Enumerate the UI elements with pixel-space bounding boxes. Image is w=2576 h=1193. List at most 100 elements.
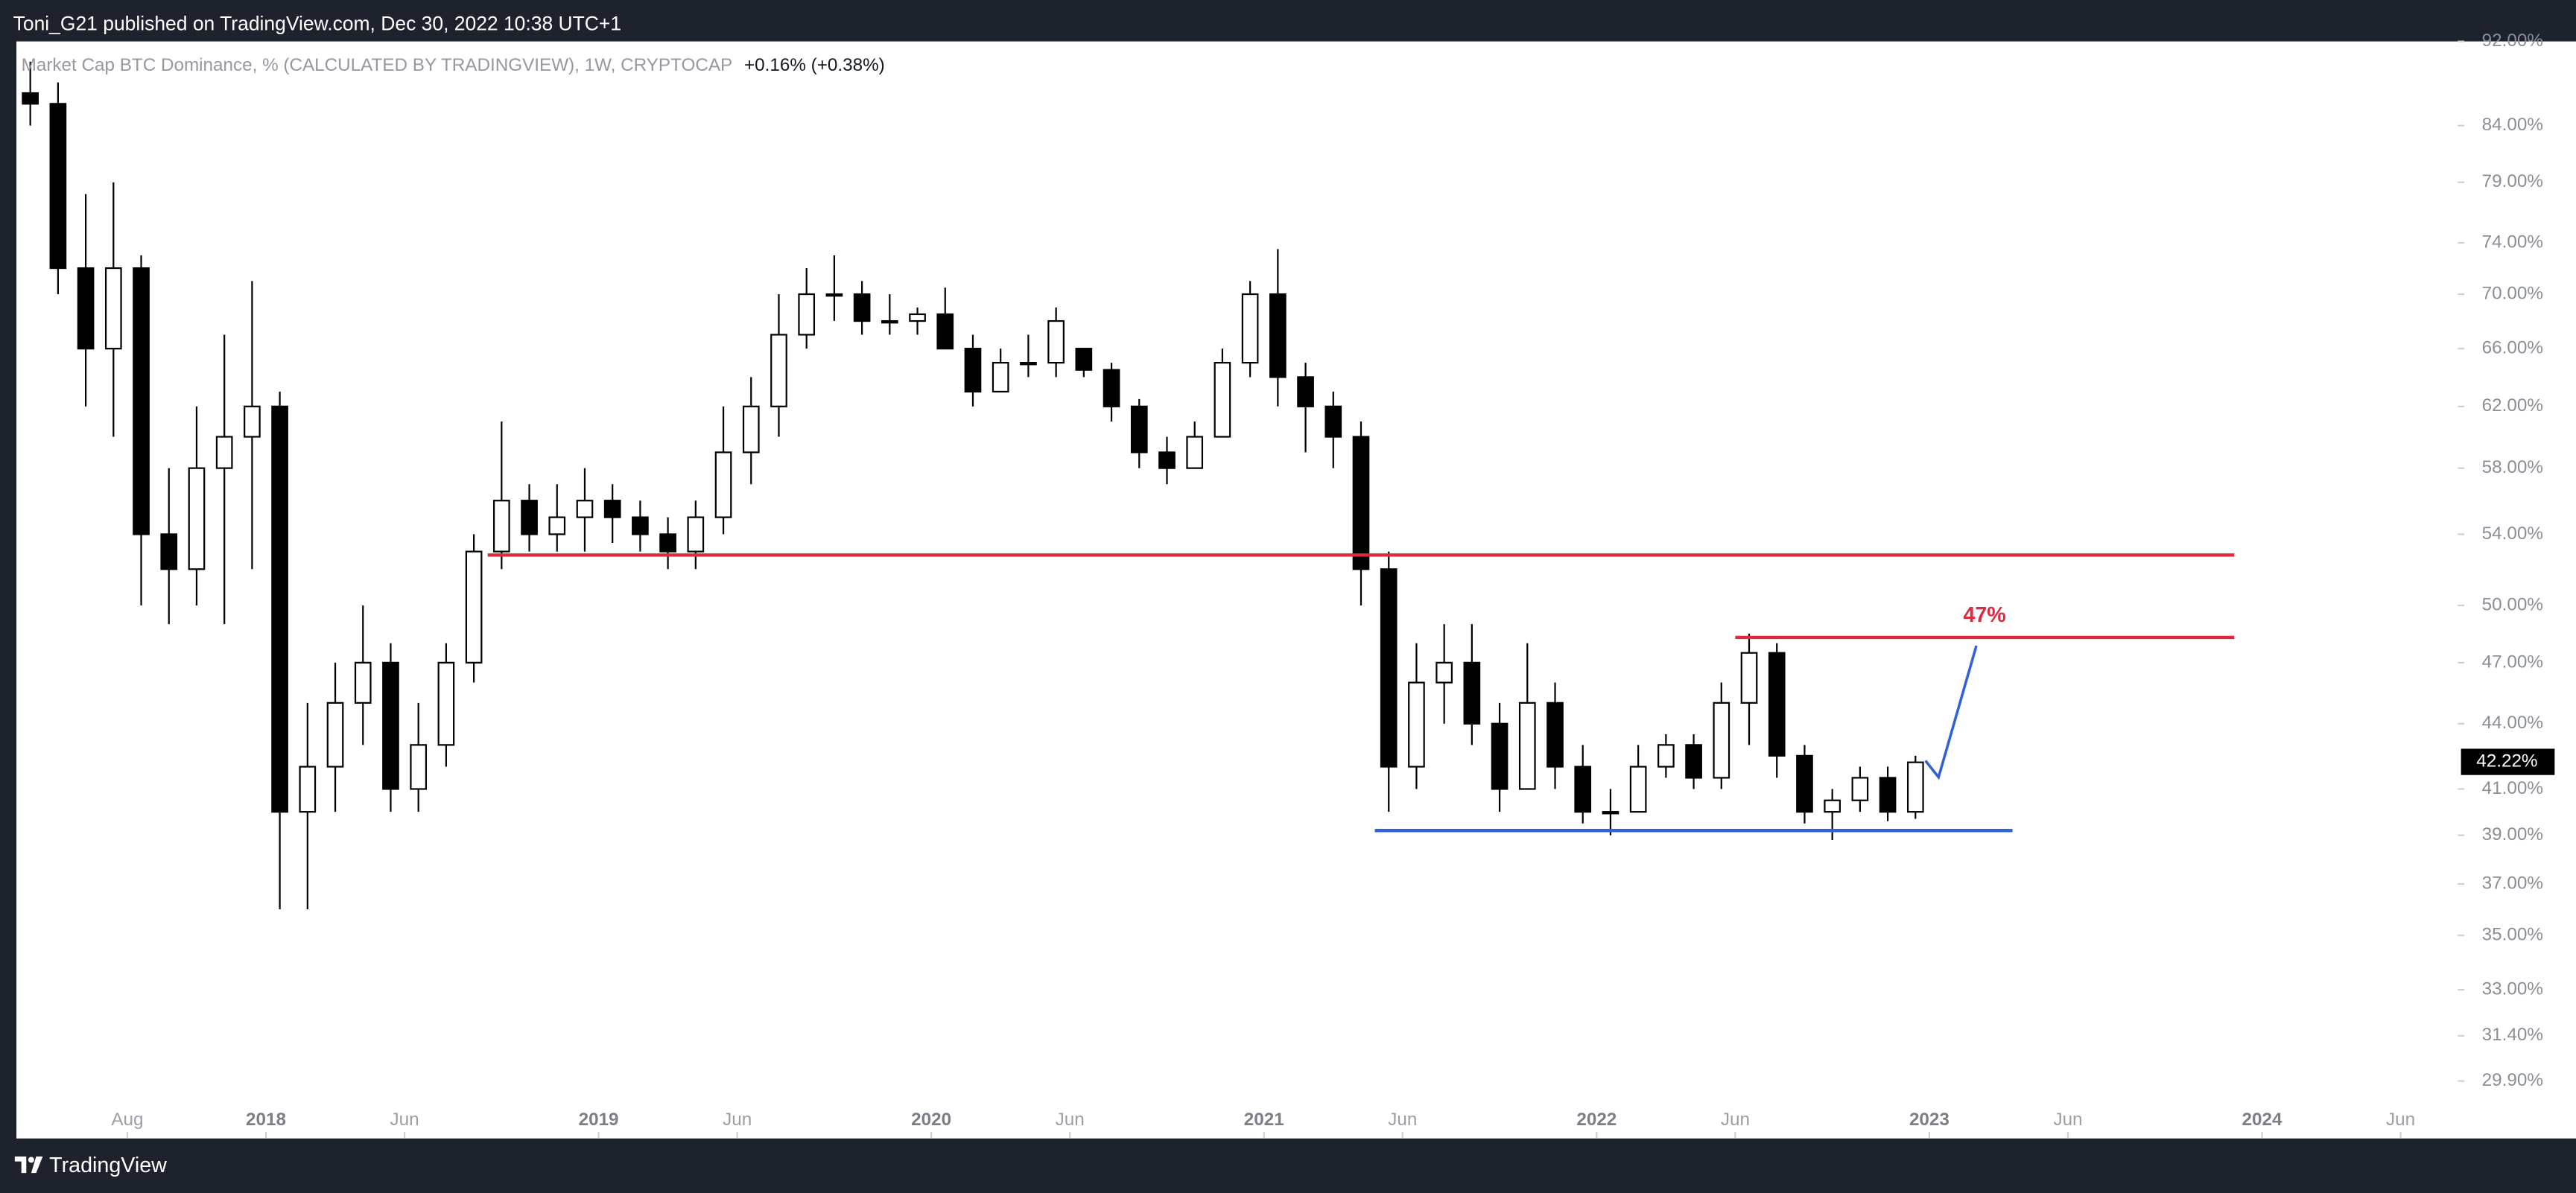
candle-body bbox=[1075, 348, 1093, 371]
candle-body bbox=[936, 313, 954, 350]
last-price-box bbox=[2461, 748, 2555, 775]
y-tick-label: 84.00% bbox=[2482, 115, 2543, 135]
y-tick-label: 35.00% bbox=[2482, 924, 2543, 944]
candle-body bbox=[326, 702, 344, 768]
candle-body bbox=[1602, 811, 1619, 815]
x-tick-label: Jun bbox=[2386, 1110, 2415, 1130]
candle-body bbox=[1158, 451, 1176, 469]
x-tick-label: 2018 bbox=[246, 1110, 286, 1130]
x-tick-label: Jun bbox=[1721, 1110, 1750, 1130]
candle-body bbox=[1241, 293, 1259, 364]
candle-body bbox=[964, 348, 982, 393]
x-tick-label: 2020 bbox=[911, 1110, 951, 1130]
y-tick-label: 31.40% bbox=[2482, 1025, 2543, 1045]
candle-body bbox=[1130, 405, 1148, 454]
x-tick-label: 2019 bbox=[579, 1110, 619, 1130]
candle-body bbox=[1574, 766, 1592, 813]
candle-body bbox=[244, 405, 261, 438]
candle-body bbox=[1463, 661, 1481, 725]
candle-body bbox=[853, 293, 871, 322]
x-tick-label: Jun bbox=[2053, 1110, 2082, 1130]
candle-body bbox=[1657, 744, 1675, 768]
candle-body bbox=[1269, 293, 1287, 378]
candle-body bbox=[1740, 652, 1758, 704]
y-tick-label: 37.00% bbox=[2482, 873, 2543, 893]
candle-body bbox=[1713, 702, 1730, 779]
projection-path bbox=[1924, 645, 1978, 780]
y-tick-label: 50.00% bbox=[2482, 594, 2543, 614]
candle-body bbox=[1103, 369, 1120, 407]
y-tick-label: 58.00% bbox=[2482, 457, 2543, 477]
candle-body bbox=[133, 267, 150, 535]
y-tick-label: 44.00% bbox=[2482, 713, 2543, 733]
candle-body bbox=[437, 661, 455, 746]
candle-body bbox=[492, 500, 510, 553]
candle-body bbox=[104, 267, 122, 350]
candle-body bbox=[1297, 376, 1314, 407]
candle-body bbox=[1629, 766, 1647, 813]
candle-body bbox=[1020, 362, 1037, 366]
y-tick-label: 41.00% bbox=[2482, 778, 2543, 798]
candle-body bbox=[521, 500, 538, 535]
x-tick-label: 2023 bbox=[1909, 1110, 1950, 1130]
candle-body bbox=[1768, 652, 1786, 757]
candle-body bbox=[1518, 702, 1536, 790]
candle-body bbox=[1685, 744, 1702, 779]
candle-body bbox=[576, 500, 594, 518]
x-tick-label: 2021 bbox=[1244, 1110, 1284, 1130]
candle-body bbox=[1824, 799, 1841, 813]
candle-body bbox=[1491, 722, 1509, 790]
x-tick-label: Jun bbox=[1388, 1110, 1417, 1130]
candle-body bbox=[1380, 568, 1398, 768]
candle-body bbox=[410, 744, 428, 790]
candle-body bbox=[1352, 436, 1370, 570]
x-tick-label: Jun bbox=[1056, 1110, 1085, 1130]
x-tick-label: Aug bbox=[111, 1110, 143, 1130]
candle-body bbox=[603, 500, 621, 518]
legend-symbol: Market Cap BTC Dominance, % (CALCULATED … bbox=[22, 55, 733, 75]
y-tick-label: 74.00% bbox=[2482, 232, 2543, 252]
candle-body bbox=[1047, 319, 1065, 364]
candle-body bbox=[909, 313, 926, 322]
y-tick-label: 62.00% bbox=[2482, 395, 2543, 416]
candle-body bbox=[1546, 702, 1564, 768]
header-title: Toni_G21 published on TradingView.com, D… bbox=[13, 13, 621, 35]
candle-body bbox=[49, 103, 67, 270]
y-tick-label: 39.00% bbox=[2482, 824, 2543, 844]
candle-body bbox=[742, 405, 760, 454]
y-tick-label: 66.00% bbox=[2482, 338, 2543, 358]
x-tick-label: 2022 bbox=[1576, 1110, 1617, 1130]
y-tick-label: 29.90% bbox=[2482, 1070, 2543, 1090]
candle-body bbox=[714, 451, 732, 518]
x-tick-label: Jun bbox=[390, 1110, 419, 1130]
level-label: 47% bbox=[1963, 603, 2005, 627]
candle-body bbox=[271, 405, 288, 813]
candle-body bbox=[1796, 754, 1813, 813]
candle-body bbox=[1408, 681, 1425, 768]
candle-body bbox=[1906, 761, 1924, 813]
candle-body bbox=[770, 334, 787, 407]
candle-body bbox=[1186, 436, 1204, 469]
candle-body bbox=[687, 516, 705, 553]
candle-body bbox=[992, 362, 1009, 393]
candle-body bbox=[188, 467, 206, 570]
candle-body bbox=[659, 533, 676, 553]
candle-body bbox=[22, 92, 39, 105]
candle-body bbox=[160, 533, 178, 570]
candle-body bbox=[1325, 405, 1342, 438]
candle-body bbox=[382, 661, 399, 790]
y-tick-label: 54.00% bbox=[2482, 524, 2543, 544]
candle-body bbox=[1851, 777, 1869, 801]
y-tick-label: 92.00% bbox=[2482, 31, 2543, 51]
candle-body bbox=[77, 267, 95, 350]
candle-body bbox=[548, 516, 566, 535]
candle-body bbox=[1214, 362, 1231, 438]
plot-area bbox=[16, 41, 2576, 1139]
x-tick-label: 2024 bbox=[2242, 1110, 2282, 1130]
legend-change: +0.16% (+0.38%) bbox=[744, 55, 885, 75]
candle-body bbox=[798, 293, 816, 336]
candle-body bbox=[215, 436, 233, 469]
candle-body bbox=[632, 516, 649, 535]
